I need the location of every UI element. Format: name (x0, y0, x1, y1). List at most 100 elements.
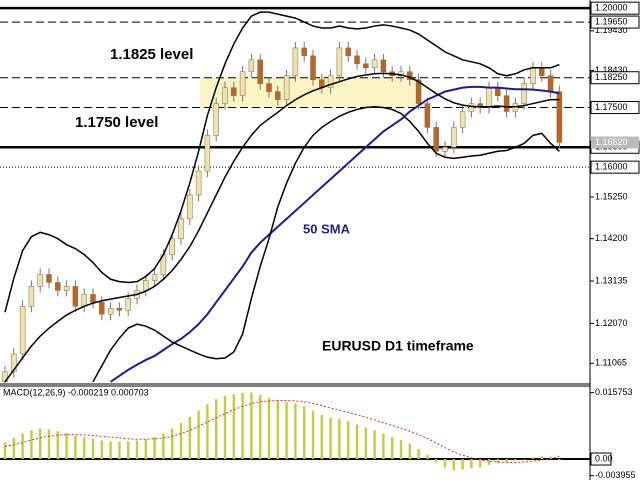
macd-bar (232, 394, 235, 460)
candle-body (107, 308, 114, 315)
macd-bar (197, 410, 200, 460)
level-label-box (590, 160, 640, 174)
macd-bar (496, 459, 499, 464)
macd-bar (303, 406, 306, 460)
level-label: 1.17500 (595, 102, 628, 112)
macd-bar (56, 431, 59, 460)
macd-bar (382, 433, 385, 460)
macd-bar (523, 459, 526, 460)
indicator-line (4, 72, 560, 383)
macd-bar (118, 441, 121, 460)
macd-bar (47, 429, 51, 460)
candle-body (495, 87, 501, 96)
candle-body (283, 75, 290, 100)
macd-bar (30, 430, 33, 460)
macd-bar (329, 417, 332, 460)
candle-body (37, 274, 43, 287)
macd-bar (531, 457, 535, 460)
candle-body (521, 83, 527, 104)
macd-bar (276, 400, 279, 460)
level-label: 1.18250 (595, 72, 628, 82)
candle-body (363, 63, 369, 69)
macd-bar (391, 437, 394, 460)
candle-body (539, 67, 545, 76)
macd-bar (311, 410, 315, 460)
candle-body (486, 87, 492, 108)
macd-bar (100, 440, 103, 460)
macd-bar (12, 437, 15, 460)
macd-bar (549, 456, 552, 460)
candle-body (28, 286, 35, 307)
y-tick-label: 1.12070 (595, 318, 628, 328)
macd-bar (65, 432, 68, 460)
candle-body (433, 127, 439, 152)
candle-body (292, 47, 299, 76)
candle-body (99, 302, 105, 315)
candle-body (81, 294, 87, 307)
candle-body (424, 103, 431, 128)
macd-bar (153, 437, 156, 460)
candle-body (55, 282, 61, 291)
annotation: EURUSD D1 timeframe (322, 338, 474, 354)
macd-bar (426, 454, 429, 460)
candle-body (468, 103, 475, 112)
annotation: 1.1825 level (110, 46, 193, 63)
candle-body (503, 95, 510, 112)
macd-bar (373, 430, 376, 460)
candle-body (407, 71, 413, 80)
macd-bar (408, 443, 411, 460)
candle-body (248, 59, 255, 73)
candle-body (371, 59, 378, 69)
macd-bar (505, 459, 508, 463)
annotation: 50 SMA (303, 221, 351, 236)
candle-body (327, 75, 334, 88)
macd-bar (3, 442, 7, 460)
macd-bar (461, 459, 464, 470)
macd-bar (215, 399, 218, 460)
y-tick-label: 1.14200 (595, 233, 628, 243)
macd-tick-label: 0.00 (595, 453, 613, 463)
macd-bar (179, 423, 183, 460)
candle-body (459, 111, 466, 128)
candle-body (310, 55, 316, 80)
candle-body (547, 75, 554, 92)
macd-bar (452, 459, 455, 470)
candle-body (143, 280, 149, 291)
candle-body (222, 87, 228, 104)
candle-body (266, 83, 272, 92)
macd-bar (127, 441, 130, 460)
candle-body (345, 47, 351, 57)
macd-bar (250, 392, 253, 460)
macd-bar (188, 416, 191, 460)
current-price-box (591, 136, 639, 149)
candle-body (530, 67, 536, 84)
candle-body (195, 170, 202, 196)
candle-body (512, 103, 519, 112)
level-label: 1.20000 (595, 3, 628, 13)
macd-bar (223, 395, 227, 460)
macd-bar (267, 397, 271, 460)
indicator-line (4, 11, 560, 313)
macd-bar (39, 428, 42, 460)
current-price-label: 1.16620 (595, 137, 628, 147)
candle-body (11, 353, 17, 373)
candle-body (398, 71, 404, 76)
candle-body (380, 59, 387, 73)
candle-body (116, 308, 123, 311)
macd-bar (83, 437, 86, 460)
macd-bar (206, 404, 209, 460)
macd-bar (74, 435, 77, 460)
macd-bar (347, 421, 350, 460)
candle-body (169, 238, 175, 255)
macd-bar (320, 414, 323, 460)
macd-bar (487, 459, 491, 465)
candle-body (231, 87, 237, 96)
macd-bar (171, 428, 174, 460)
macd-bar (355, 424, 359, 460)
macd-label: MACD(12,26,9) -0.000219 0.000703 (3, 387, 149, 397)
indicator-line (110, 85, 560, 383)
macd-bar (259, 395, 262, 460)
level-label-box (590, 101, 640, 115)
candle-body (204, 135, 211, 172)
candle-body (72, 286, 79, 307)
